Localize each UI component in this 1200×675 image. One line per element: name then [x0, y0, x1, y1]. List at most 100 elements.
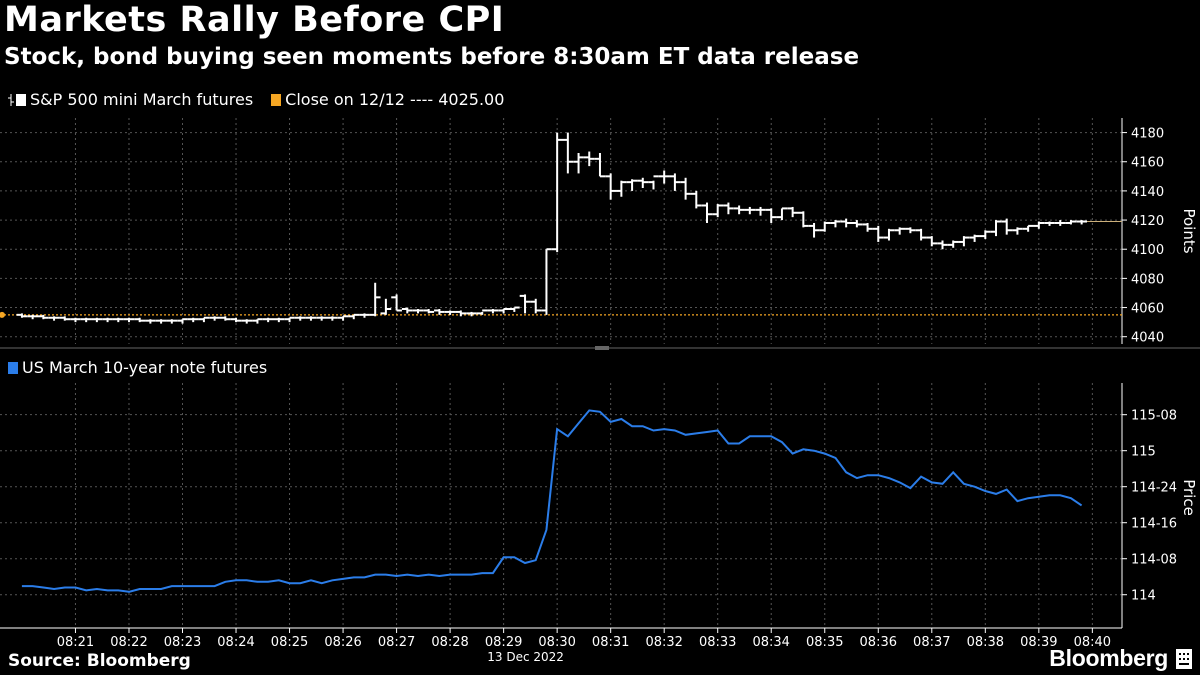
- chart-subtitle: Stock, bond buying seen moments before 8…: [4, 44, 860, 70]
- ohlc-bar: [466, 311, 477, 317]
- x-tick-label: 08:34: [752, 635, 789, 650]
- ohlc-bar: [359, 313, 370, 318]
- ohlc-bar: [669, 173, 681, 191]
- ohlc-bar: [562, 132, 574, 174]
- ohlc-bar: [765, 208, 777, 223]
- legend-label-close: Close on 12/12 ---- 4025.00: [285, 90, 505, 109]
- x-tick-label: 08:27: [378, 635, 415, 650]
- ohlc-bar: [969, 234, 980, 242]
- legend-swatch-note: [8, 361, 18, 374]
- ohlc-bar: [305, 316, 317, 321]
- start-marker: [0, 311, 5, 318]
- top-ytick-label: 4100: [1131, 243, 1164, 258]
- ohlc-bar: [701, 202, 713, 223]
- x-tick-label: 08:40: [1074, 635, 1111, 650]
- top-y-axis-label: Points: [1180, 208, 1198, 253]
- note-futures-panel: 114 114-08 114-16 114-24 115 115-08 Price: [0, 383, 1198, 628]
- ohlc-bar: [808, 222, 820, 238]
- top-ytick-label: 4140: [1131, 185, 1164, 200]
- ohlc-bar: [434, 309, 445, 315]
- ohlc-bar: [872, 225, 884, 242]
- bottom-ytick-label: 114-16: [1131, 517, 1177, 532]
- sp500-panel: 4040 4060 4080 4100 4120 4140 4160 4180 Points: [0, 118, 1200, 350]
- ohlc-bar: [423, 309, 435, 314]
- ohlc-bar: [91, 317, 103, 323]
- ohlc-bar: [1065, 220, 1077, 225]
- ohlc-bar: [723, 202, 734, 215]
- ohlc-bar: [1044, 221, 1055, 226]
- ohlc-bar: [209, 316, 220, 321]
- ohlc-bar: [476, 309, 488, 315]
- ohlc-bar: [38, 314, 49, 320]
- legend-item-close: Close on 12/12 ---- 4025.00: [271, 90, 504, 109]
- brand-name: Bloomberg: [1049, 645, 1168, 671]
- top-ytick-label: 4080: [1131, 272, 1164, 287]
- ohlc-bar: [862, 222, 873, 232]
- ohlc-bar: [1054, 220, 1066, 226]
- ohlc-bar: [658, 170, 670, 184]
- ohlc-bar: [412, 309, 424, 314]
- x-tick-label: 08:36: [860, 635, 897, 650]
- ohlc-bar: [840, 218, 852, 228]
- ohlc-bar: [48, 316, 60, 321]
- legend-item-note: US March 10-year note futures: [8, 358, 267, 377]
- ohlc-bar: [894, 227, 906, 235]
- ohlc-bar: [134, 317, 146, 323]
- legend-label-sp500: S&P 500 mini March futures: [30, 90, 254, 109]
- ohlc-bar: [80, 317, 92, 323]
- x-tick-label: 08:22: [110, 635, 147, 650]
- ohlc-bar: [166, 319, 178, 324]
- ohlc-bar: [252, 318, 263, 324]
- ohlc-bar: [830, 220, 841, 228]
- top-ytick-label: 4040: [1131, 331, 1164, 346]
- bottom-ytick-label: 114-24: [1131, 481, 1177, 496]
- ohlc-bar: [145, 319, 156, 324]
- ohlc-legend-icon: [8, 93, 14, 106]
- ohlc-bar: [112, 317, 124, 323]
- x-tick-label: 08:23: [164, 635, 201, 650]
- ohlc-bar: [391, 294, 402, 312]
- ohlc-bar: [187, 317, 199, 323]
- chart-title: Markets Rally Before CPI: [4, 0, 505, 40]
- bottom-ytick-label: 115-08: [1131, 409, 1177, 424]
- ohlc-bar: [102, 317, 113, 323]
- ohlc-bar: [915, 228, 927, 241]
- ohlc-bar: [455, 310, 467, 317]
- ohlc-bar: [487, 309, 499, 314]
- ohlc-bar: [123, 317, 135, 323]
- x-tick-label: 08:38: [967, 635, 1004, 650]
- ohlc-bar: [327, 316, 338, 321]
- ohlc-bar: [294, 316, 306, 321]
- ohlc-bar: [583, 151, 595, 167]
- x-tick-label: 08:25: [271, 635, 308, 650]
- ohlc-bar: [230, 317, 242, 323]
- ohlc-bar: [648, 175, 659, 190]
- legend-swatch-sp500: [16, 93, 26, 106]
- bottom-ytick-label: 114-08: [1131, 553, 1177, 568]
- x-tick-label: 08:37: [913, 635, 950, 650]
- ohlc-bar: [16, 313, 28, 318]
- ohlc-bar: [59, 316, 71, 321]
- x-axis-date-label: 13 Dec 2022: [487, 650, 564, 664]
- ohlc-bar: [155, 319, 167, 324]
- legend-item-sp500: S&P 500 mini March futures: [8, 90, 253, 109]
- x-tick-label: 08:28: [431, 635, 468, 650]
- x-axis: 08:21 08:22 08:23 08:24 08:25 08:26 08:27 08:28…: [0, 627, 1122, 664]
- x-tick-label: 08:30: [538, 635, 575, 650]
- ohlc-bar: [594, 152, 606, 178]
- ohlc-bar: [776, 207, 788, 221]
- source-note: Source: Bloomberg: [8, 651, 191, 671]
- ohlc-bar: [1012, 227, 1023, 235]
- ohlc-bar: [680, 177, 691, 200]
- ohlc-bar: [316, 316, 328, 321]
- bottom-y-axis-label: Price: [1180, 479, 1198, 516]
- ohlc-bar: [905, 227, 916, 234]
- ohlc-bar: [498, 308, 509, 314]
- x-tick-label: 08:24: [217, 635, 254, 650]
- ohlc-bar: [348, 313, 360, 320]
- x-tick-label: 08:39: [1020, 635, 1057, 650]
- bottom-ytick-label: 115: [1131, 445, 1156, 460]
- ohlc-bar: [616, 180, 627, 197]
- ohlc-bar: [541, 248, 552, 315]
- x-tick-label: 08:29: [485, 635, 522, 650]
